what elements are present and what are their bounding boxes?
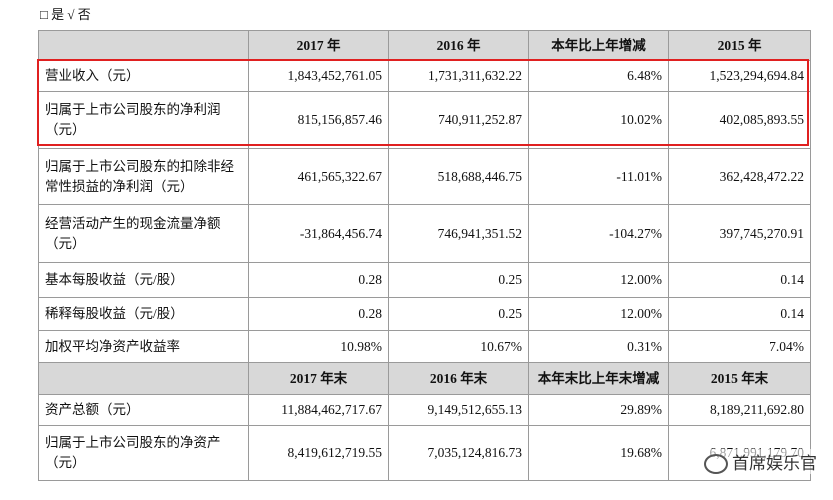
value-cell: 0.14 <box>668 262 811 298</box>
row-label: 经营活动产生的现金流量净额（元） <box>38 204 249 263</box>
data-table: 2017 年 2016 年本年比上年增减 2015 年营业收入（元） 1,843,45… <box>38 30 811 481</box>
value-cell: 0.31% <box>528 330 669 363</box>
value-cell: 397,745,270.91 <box>668 204 811 263</box>
header-cell: 2017 年末 <box>248 362 389 395</box>
value-cell: 7,035,124,816.73 <box>388 425 529 481</box>
value-cell: -104.27% <box>528 204 669 263</box>
value-cell: 0.25 <box>388 297 529 331</box>
row-label: 资产总额（元） <box>38 394 249 426</box>
value-cell: 1,523,294,694.84 <box>668 60 811 92</box>
header-row: 2017 年 2016 年本年比上年增减 2015 年 <box>38 30 811 61</box>
value-cell: 1,731,311,632.22 <box>388 60 529 92</box>
watermark-text: 首席娱乐官 <box>732 454 817 474</box>
row-label: 归属于上市公司股东的净利润（元） <box>38 91 249 149</box>
value-cell: 10.67% <box>388 330 529 363</box>
header-cell: 本年末比上年末增减 <box>528 362 669 395</box>
value-cell: 7.04% <box>668 330 811 363</box>
value-cell: 9,149,512,655.13 <box>388 394 529 426</box>
watermark: 首席娱乐官 <box>700 449 821 474</box>
value-cell: 6.48% <box>528 60 669 92</box>
value-cell: 746,941,351.52 <box>388 204 529 263</box>
value-cell: 12.00% <box>528 262 669 298</box>
value-cell: -31,864,456.74 <box>248 204 389 263</box>
value-cell: 0.25 <box>388 262 529 298</box>
row-label: 归属于上市公司股东的净资产（元） <box>38 425 249 481</box>
row-label: 营业收入（元） <box>38 60 249 92</box>
value-cell: 12.00% <box>528 297 669 331</box>
value-cell: 740,911,252.87 <box>388 91 529 149</box>
option-line: □ 是 √ 否 <box>40 7 91 22</box>
value-cell: 0.28 <box>248 262 389 298</box>
value-cell: 8,419,612,719.55 <box>248 425 389 481</box>
header-cell: 本年比上年增减 <box>528 30 669 61</box>
value-cell: 10.98% <box>248 330 389 363</box>
row-label: 稀释每股收益（元/股） <box>38 297 249 331</box>
value-cell: 11,884,462,717.67 <box>248 394 389 426</box>
value-cell: 402,085,893.55 <box>668 91 811 149</box>
value-cell: 0.14 <box>668 297 811 331</box>
data-row: 归属于上市公司股东的扣除非经常性损益的净利润（元） 461,565,322.67 5… <box>38 148 811 205</box>
data-row: 归属于上市公司股东的净利润（元） 815,156,857.46 740,911,25… <box>38 91 811 149</box>
value-cell: 0.28 <box>248 297 389 331</box>
value-cell: 29.89% <box>528 394 669 426</box>
header-cell: 2015 年末 <box>668 362 811 395</box>
header-cell: 2016 年末 <box>388 362 529 395</box>
value-cell: -11.01% <box>528 148 669 205</box>
header-cell <box>38 362 249 395</box>
value-cell: 8,189,211,692.80 <box>668 394 811 426</box>
value-cell: 461,565,322.67 <box>248 148 389 205</box>
row-label: 加权平均净资产收益率 <box>38 330 249 363</box>
row-label: 基本每股收益（元/股） <box>38 262 249 298</box>
header-cell: 2015 年 <box>668 30 811 61</box>
data-row: 营业收入（元） 1,843,452,761.05 1,731,311,632.22 6… <box>38 60 811 92</box>
value-cell: 19.68% <box>528 425 669 481</box>
value-cell: 1,843,452,761.05 <box>248 60 389 92</box>
data-row: 归属于上市公司股东的净资产（元） 8,419,612,719.55 7,035,12… <box>38 425 811 481</box>
value-cell: 362,428,472.22 <box>668 148 811 205</box>
data-row: 稀释每股收益（元/股） 0.28 0.25 12.00% 0.14 <box>38 297 811 331</box>
data-row: 加权平均净资产收益率 10.98% 10.67% 0.31% 7.04% <box>38 330 811 363</box>
value-cell: 518,688,446.75 <box>388 148 529 205</box>
value-cell: 10.02% <box>528 91 669 149</box>
data-row: 经营活动产生的现金流量净额（元） -31,864,456.74 746,941,35… <box>38 204 811 263</box>
header-cell <box>38 30 249 61</box>
header-row: 2017 年末 2016 年末 本年末比上年末增减 2015 年末 <box>38 362 811 395</box>
row-label: 归属于上市公司股东的扣除非经常性损益的净利润（元） <box>38 148 249 205</box>
header-cell: 2017 年 <box>248 30 389 61</box>
value-cell: 815,156,857.46 <box>248 91 389 149</box>
header-cell: 2016 年 <box>388 30 529 61</box>
data-row: 基本每股收益（元/股） 0.28 0.25 12.00% 0.14 <box>38 262 811 298</box>
data-row: 资产总额（元） 11,884,462,717.67 9,149,512,655.13… <box>38 394 811 426</box>
